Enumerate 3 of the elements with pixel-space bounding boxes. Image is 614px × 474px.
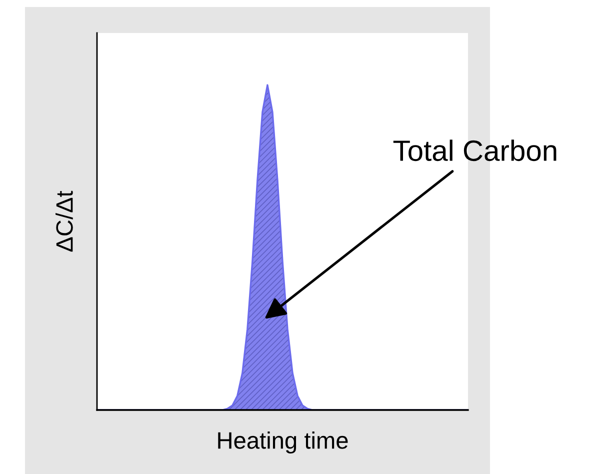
x-axis-title: Heating time [218, 432, 348, 454]
annotation: Total Carbon [393, 140, 556, 162]
y-axis-title: ΔC/Δt [56, 190, 73, 252]
